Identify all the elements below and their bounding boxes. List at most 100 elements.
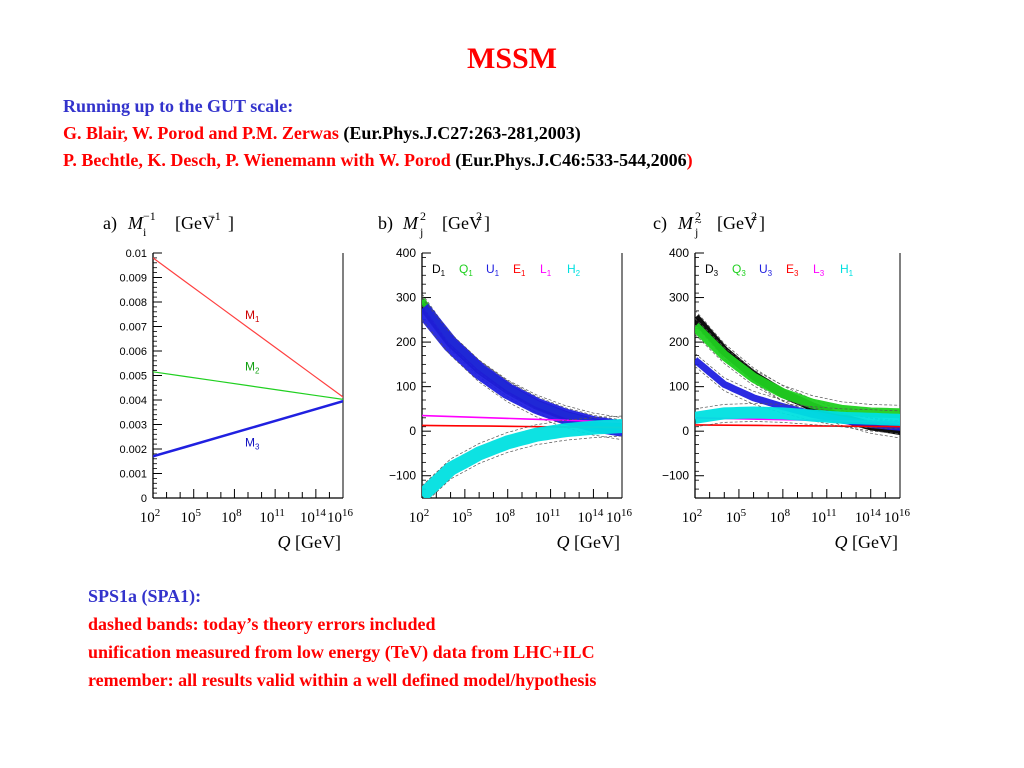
references-heading: Running up to the GUT scale: [63, 96, 294, 116]
y-axis-label-part: M [677, 213, 694, 233]
x-tick-label: 102 [409, 507, 430, 526]
x-tick-label: 1011 [535, 507, 561, 526]
reference-2-close: ) [686, 150, 693, 170]
y-tick-label: 0.01 [126, 248, 147, 260]
y-tick-label: 100 [669, 380, 689, 394]
error-dashed-upper-u1 [422, 297, 622, 419]
y-tick-label: 0.002 [119, 444, 147, 456]
y-tick-label: 0 [682, 424, 689, 438]
series-band-q1 [422, 298, 622, 431]
x-axis-title: Q [GeV] [278, 532, 341, 552]
y-tick-label: 200 [669, 335, 689, 349]
legend-entry-d1: D1 [432, 262, 446, 278]
y-tick-label: 0.001 [119, 469, 147, 481]
x-tick-label: 1016 [327, 507, 354, 526]
y-tick-label: 0.005 [119, 371, 147, 383]
series-band-u1 [422, 303, 622, 437]
y-axis-label-part: j [419, 225, 423, 239]
series-line-m2 [153, 371, 343, 401]
y-axis-label-part: 2 [420, 209, 426, 223]
y-tick-label: 100 [396, 380, 416, 394]
legend-entry-u3: U3 [759, 262, 773, 278]
legend-entry-d3: D3 [705, 262, 719, 278]
y-axis-label-part: i [143, 225, 147, 239]
x-tick-label: 1014 [300, 507, 327, 526]
y-axis-label-part: −1 [208, 209, 221, 223]
x-axis-title: Q [GeV] [557, 532, 620, 552]
chart-gaugino-masses: a) M −1i [GeV−1]00.0010.0020.0030.0040.0050… [103, 209, 354, 552]
x-tick-label: 1014 [577, 507, 604, 526]
y-tick-label: 0.008 [119, 297, 147, 309]
legend-entry-h2: H2 [567, 262, 581, 278]
reference-2-journal: (Eur.Phys.J.C46:533-544,2006 [455, 150, 687, 170]
y-tick-label: 300 [669, 291, 689, 305]
y-tick-label: 0.003 [119, 420, 147, 432]
y-axis-label-part: 2 [751, 209, 757, 223]
y-axis-label-part: 2 [695, 209, 701, 223]
x-tick-label: 105 [180, 507, 201, 526]
error-dashed-lower-h1 [695, 421, 900, 430]
series-band-h1 [695, 406, 900, 426]
error-dashed-lower-h2 [429, 435, 622, 498]
y-tick-label: 200 [396, 335, 416, 349]
y-axis-label-part: [GeV [175, 213, 215, 233]
series-line-m3 [153, 399, 343, 458]
panel-label: c) [653, 213, 667, 234]
y-tick-label: 0.007 [119, 322, 147, 334]
y-axis-label-part: [GeV [717, 213, 757, 233]
series-band-h2 [422, 419, 622, 498]
legend-entry-u1: U1 [486, 262, 500, 278]
y-tick-label: 400 [669, 246, 689, 260]
y-tick-label: 0.004 [119, 395, 147, 407]
plot-area [153, 257, 343, 458]
notes-block: SPS1a (SPA1): dashed bands: today’s theo… [88, 582, 596, 694]
reference-2-authors: P. Bechtle, K. Desch, P. Wienemann with … [63, 150, 451, 170]
y-axis-label-part: −1 [143, 209, 156, 223]
legend-entry-q3: Q3 [732, 262, 746, 278]
y-tick-label: 300 [396, 291, 416, 305]
legend-entry-q1: Q1 [459, 262, 473, 278]
error-dashed-upper-h1 [695, 403, 900, 412]
y-tick-label: −100 [389, 469, 416, 483]
x-tick-label: 1016 [606, 507, 633, 526]
x-tick-label: 1014 [855, 507, 882, 526]
y-axis-label-part: 2 [476, 209, 482, 223]
y-axis-label-part: ~ [695, 215, 702, 229]
x-tick-label: 108 [770, 507, 791, 526]
x-tick-label: 1011 [811, 507, 837, 526]
reference-2: P. Bechtle, K. Desch, P. Wienemann with … [63, 147, 693, 174]
x-tick-label: 102 [682, 507, 703, 526]
notes-line-1: SPS1a (SPA1): [88, 586, 202, 606]
series-label-m1: M1 [245, 308, 260, 324]
error-dashed-lower-q1 [422, 305, 622, 435]
y-axis-label-part: M [402, 213, 419, 233]
plot-area [422, 293, 622, 498]
references-block: Running up to the GUT scale: G. Blair, W… [63, 93, 693, 174]
series-band-d1 [422, 301, 622, 434]
x-tick-label: 102 [140, 507, 161, 526]
x-tick-label: 1011 [259, 507, 285, 526]
y-axis-label-part: ] [759, 213, 765, 233]
error-dashed-upper-d3 [695, 309, 900, 424]
error-dashed-upper-d1 [422, 295, 622, 421]
y-tick-label: 0.006 [119, 346, 147, 358]
series-line-e3 [695, 424, 900, 428]
y-tick-label: −100 [662, 469, 689, 483]
y-axis-label-part: [GeV [442, 213, 482, 233]
series-line-m1 [153, 257, 343, 398]
x-axis-title: Q [GeV] [835, 532, 898, 552]
series-band-q3 [695, 322, 900, 419]
panel-label: a) [103, 213, 117, 234]
y-tick-label: 0.009 [119, 273, 147, 285]
legend-entry-e1: E1 [513, 262, 526, 278]
legend-entry-l3: L3 [813, 262, 825, 278]
y-tick-label: 0 [409, 424, 416, 438]
slide-title: MSSM [467, 42, 557, 75]
error-dashed-upper-q3 [695, 318, 900, 406]
y-axis-label-part: ] [228, 213, 234, 233]
notes-line-3: unification measured from low energy (Te… [88, 642, 595, 662]
y-axis-label-part: M [127, 213, 144, 233]
error-dashed-upper-h2 [422, 415, 622, 487]
